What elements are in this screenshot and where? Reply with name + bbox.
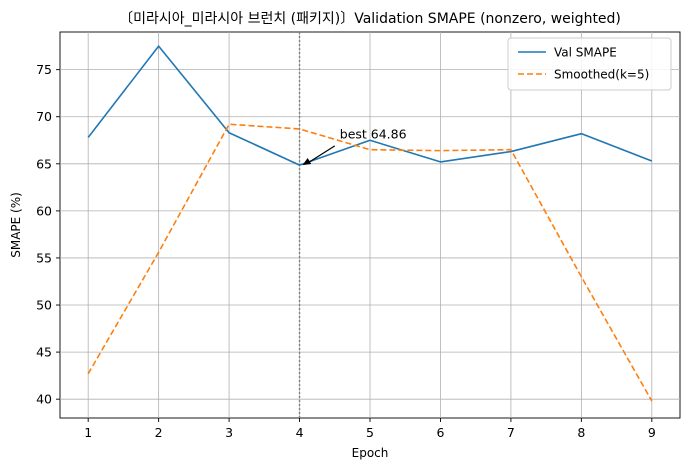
y-tick-label: 40	[36, 392, 52, 407]
x-tick-label: 1	[84, 425, 92, 440]
annotation-arrow-line	[307, 145, 336, 164]
annotation-arrow-head	[302, 158, 312, 166]
best-annotation: best 64.86	[302, 126, 407, 166]
series-line-0	[87, 45, 653, 166]
series-layer	[87, 45, 653, 402]
x-axis-label: Epoch	[352, 446, 389, 460]
annotation-text: best 64.86	[340, 126, 407, 141]
x-tick-label: 8	[577, 425, 585, 440]
y-tick-label: 50	[36, 298, 52, 313]
y-tick-label: 70	[36, 109, 52, 124]
y-tick-label: 45	[36, 345, 52, 360]
x-tick-label: 3	[225, 425, 233, 440]
series-line-1	[87, 123, 653, 402]
y-tick-label: 75	[36, 62, 52, 77]
y-tick-label: 60	[36, 203, 52, 218]
y-tick-label: 55	[36, 250, 52, 265]
legend: Val SMAPE Smoothed(k=5)	[507, 37, 672, 91]
legend-box	[507, 37, 672, 91]
x-tick-label: 5	[366, 425, 374, 440]
legend-label-0: Val SMAPE	[554, 46, 617, 60]
x-tick-label: 2	[155, 425, 163, 440]
y-tick-label: 65	[36, 156, 52, 171]
chart-title: 〔미라시아_미라시아 브런치 (패키지)〕Validation SMAPE (n…	[119, 11, 621, 27]
legend-label-1: Smoothed(k=5)	[554, 68, 649, 82]
y-axis-label: SMAPE (%)	[9, 192, 23, 258]
x-axis-ticks: 1 2 3 4 5 6 7 8 9	[84, 418, 656, 440]
x-tick-label: 7	[507, 425, 515, 440]
x-tick-label: 6	[436, 425, 444, 440]
x-tick-label: 4	[296, 425, 304, 440]
y-axis-ticks: 40 45 50 55 60 65 70 75	[36, 62, 60, 407]
x-tick-label: 9	[648, 425, 656, 440]
